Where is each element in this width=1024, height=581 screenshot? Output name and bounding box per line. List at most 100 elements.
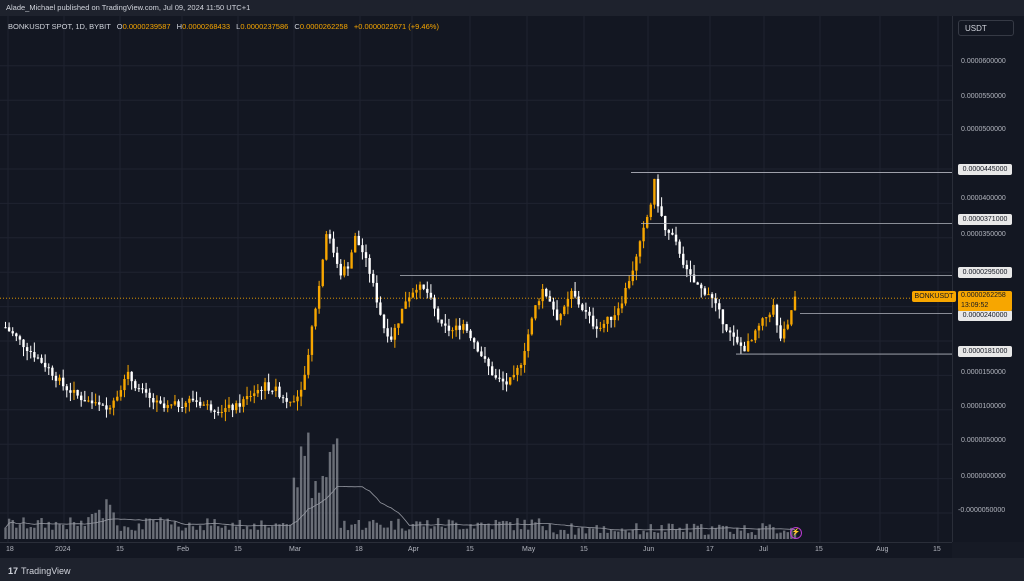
candle-body	[227, 404, 231, 409]
candle-body	[328, 234, 332, 239]
bar-countdown: 13:09:52	[961, 302, 989, 309]
volume-bar	[314, 481, 317, 539]
volume-bar	[689, 532, 692, 539]
volume-bar	[480, 522, 483, 539]
volume-bar	[566, 533, 570, 539]
candle-body	[173, 401, 177, 405]
candle-body	[689, 269, 692, 275]
volume-bar	[563, 530, 566, 539]
volume-bar	[570, 523, 573, 539]
candle-body	[721, 309, 725, 325]
volume-bar	[415, 521, 418, 539]
volume-bar	[289, 524, 292, 539]
chart-pane[interactable]	[0, 16, 952, 542]
volume-bar	[782, 530, 786, 539]
volume-bar	[296, 487, 299, 539]
candle-body	[599, 327, 602, 329]
volume-bar	[555, 534, 559, 539]
volume-bar	[638, 534, 642, 539]
candle-body	[512, 374, 516, 378]
volume-bar	[433, 526, 436, 539]
candle-body	[188, 398, 191, 403]
candle-body	[718, 303, 721, 310]
symbol-name[interactable]: BONKUSDT SPOT, 1D, BYBIT	[8, 22, 111, 31]
volume-bar	[134, 530, 137, 539]
volume-bar	[703, 534, 707, 539]
candle-body	[793, 296, 797, 311]
volume-bar	[519, 529, 523, 539]
symbol-legend: BONKUSDT SPOT, 1D, BYBIT O0.0000239587 H…	[8, 22, 439, 31]
tradingview-logo[interactable]: 17 TradingView	[8, 566, 71, 577]
volume-bar	[271, 526, 274, 539]
candle-body	[487, 358, 490, 367]
candle-body	[710, 294, 714, 299]
candle-body	[563, 306, 566, 315]
volume-bar	[180, 530, 184, 539]
candle-body	[98, 402, 101, 405]
volume-bar	[25, 528, 29, 539]
candle-body	[422, 284, 425, 289]
candle-body	[47, 367, 50, 369]
candle-body	[620, 303, 624, 309]
volume-ma-line	[5, 485, 796, 531]
candle-body	[480, 351, 483, 357]
volume-bar	[476, 522, 479, 539]
volume-bar	[408, 529, 411, 539]
candle-body	[51, 367, 54, 376]
candle-body	[249, 396, 252, 398]
candle-body	[400, 308, 404, 324]
volume-bar	[40, 518, 43, 539]
time-axis[interactable]	[0, 542, 952, 559]
volume-bar	[750, 532, 753, 539]
volume-bar	[206, 518, 209, 539]
volume-bar	[83, 525, 87, 539]
candle-body	[768, 314, 771, 318]
candle-body	[372, 273, 375, 283]
volume-bar	[714, 527, 717, 539]
candle-body	[235, 403, 238, 411]
candle-body	[609, 316, 613, 321]
volume-bar	[426, 520, 429, 539]
candle-body	[685, 264, 689, 270]
current-price-value: 0.0000262258	[961, 292, 1006, 299]
candle-body	[505, 381, 508, 385]
candle-body	[404, 301, 407, 309]
lightning-icon[interactable]: ⚡	[790, 527, 802, 539]
level-label: 0.0000371000	[958, 214, 1012, 225]
candle-body	[317, 285, 321, 309]
candle-body	[772, 304, 775, 315]
volume-bar	[696, 525, 699, 539]
candle-body	[4, 327, 7, 329]
candle-body	[671, 232, 674, 235]
candle-body	[191, 398, 195, 401]
candle-body	[112, 400, 115, 408]
volume-bar	[397, 518, 400, 539]
candle-body	[548, 296, 552, 302]
candle-body	[314, 308, 317, 327]
candle-body	[656, 178, 660, 207]
candle-body	[80, 395, 83, 401]
volume-bar	[552, 532, 555, 539]
volume-bar	[51, 529, 54, 539]
candle-body	[242, 399, 245, 407]
candle-body	[397, 323, 400, 328]
currency-button[interactable]: USDT	[958, 20, 1014, 36]
volume-bar	[80, 520, 83, 539]
volume-bar	[249, 529, 252, 539]
volume-bar	[144, 518, 148, 539]
candle-body	[732, 332, 735, 337]
volume-bar	[372, 519, 375, 539]
candle-body	[310, 326, 314, 355]
price-axis[interactable]	[952, 16, 1024, 542]
volume-bar	[162, 520, 166, 539]
volume-bar	[33, 527, 36, 539]
volume-bar	[422, 526, 425, 539]
volume-bar	[458, 529, 461, 539]
candle-body	[537, 301, 541, 306]
volume-bar	[126, 527, 130, 539]
change-value: +0.0000022671 (+9.46%)	[353, 22, 439, 31]
current-price-label: 0.0000262258 13:09:52	[958, 291, 1012, 311]
level-label: 0.0000181000	[958, 346, 1012, 357]
volume-bar	[307, 432, 310, 539]
volume-bar	[285, 524, 288, 539]
